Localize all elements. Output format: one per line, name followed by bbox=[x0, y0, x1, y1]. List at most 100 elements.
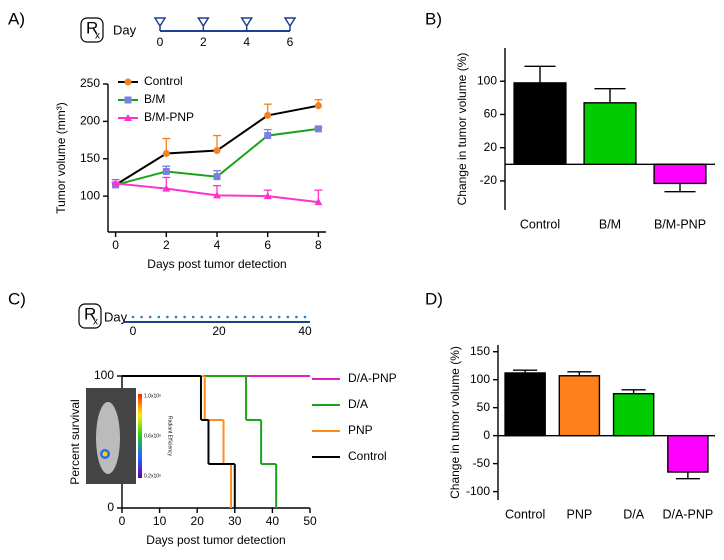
y-axis-label: Change in tumor volume (%) bbox=[448, 346, 462, 499]
dose-marker bbox=[148, 315, 152, 319]
legend-label: Control bbox=[144, 74, 183, 88]
x-tick-label: 8 bbox=[315, 238, 322, 252]
x-tick-label: B/M bbox=[599, 217, 621, 231]
x-tick-label: Control bbox=[505, 507, 545, 521]
x-tick-label: 4 bbox=[214, 238, 221, 252]
y-axis-label: Tumor volume (mm³) bbox=[54, 102, 68, 214]
inset-title: Radiant Efficiency bbox=[167, 416, 173, 456]
dose-marker bbox=[183, 315, 186, 319]
dose-marker bbox=[217, 315, 221, 319]
dose-marker bbox=[153, 17, 167, 28]
dose-marker bbox=[131, 315, 135, 319]
dose-marker bbox=[269, 315, 272, 319]
marker bbox=[162, 167, 170, 175]
rx-subscript: x bbox=[95, 31, 100, 42]
y-tick-label: 100 bbox=[470, 372, 490, 386]
legend-label: B/M-PNP bbox=[144, 110, 194, 124]
rx-subscript: x bbox=[93, 317, 98, 328]
dose-marker bbox=[295, 315, 298, 319]
legend-label: Control bbox=[348, 449, 387, 463]
y-tick-label: 150 bbox=[470, 344, 490, 358]
y-tick-label: -50 bbox=[473, 456, 491, 470]
legend-marker bbox=[124, 96, 132, 104]
legend-marker bbox=[124, 114, 132, 121]
inset-colorbar bbox=[138, 394, 142, 478]
panel-label: A) bbox=[8, 9, 25, 28]
rx-box bbox=[78, 303, 102, 329]
dose-marker bbox=[196, 17, 210, 28]
x-tick-label: 0 bbox=[119, 514, 126, 528]
bar bbox=[653, 163, 707, 185]
bar bbox=[513, 82, 567, 166]
legend-label: PNP bbox=[348, 423, 373, 437]
schedule-tick-label: 40 bbox=[298, 324, 312, 338]
marker bbox=[213, 191, 221, 199]
inset-signal-core bbox=[102, 451, 108, 457]
dose-marker bbox=[240, 17, 254, 28]
marker bbox=[314, 102, 322, 110]
panel-label: B) bbox=[425, 9, 442, 28]
y-tick-label: 0 bbox=[483, 428, 490, 442]
x-tick-label: 30 bbox=[228, 514, 242, 528]
dose-marker bbox=[174, 315, 178, 319]
dose-marker bbox=[283, 17, 297, 28]
bar bbox=[583, 102, 637, 166]
dose-marker bbox=[166, 315, 169, 319]
legend-label: D/A-PNP bbox=[348, 371, 397, 385]
inset-label: 0.2x10⁸ bbox=[144, 473, 161, 479]
schedule-label: Day bbox=[104, 309, 128, 324]
y-tick-label: 100 bbox=[80, 188, 100, 202]
inset-label: 1.0x10⁸ bbox=[144, 393, 161, 399]
bar bbox=[612, 392, 655, 437]
schedule-tick-label: 6 bbox=[287, 35, 294, 49]
dose-marker bbox=[252, 315, 255, 319]
inset-mouse bbox=[96, 402, 120, 474]
marker bbox=[213, 147, 221, 155]
y-tick-label: 50 bbox=[477, 400, 491, 414]
y-tick-label: 200 bbox=[80, 114, 100, 128]
y-tick-label: 0 bbox=[107, 500, 114, 514]
x-tick-label: 0 bbox=[112, 238, 119, 252]
x-tick-label: 50 bbox=[303, 514, 317, 528]
marker bbox=[162, 150, 170, 158]
schedule-tick-label: 2 bbox=[200, 35, 207, 49]
x-tick-label: 10 bbox=[153, 514, 167, 528]
dose-marker bbox=[234, 315, 238, 319]
dose-marker bbox=[140, 315, 143, 319]
x-tick-label: 6 bbox=[264, 238, 271, 252]
legend-label: B/M bbox=[144, 92, 165, 106]
bar bbox=[558, 375, 601, 437]
y-tick-label: 150 bbox=[80, 151, 100, 165]
dose-marker bbox=[209, 315, 212, 319]
marker bbox=[264, 132, 272, 140]
marker bbox=[263, 192, 272, 200]
y-tick-label: -100 bbox=[466, 484, 490, 498]
marker bbox=[162, 184, 171, 192]
x-tick-label: 40 bbox=[266, 514, 280, 528]
x-tick-label: Control bbox=[520, 217, 560, 231]
x-tick-label: 20 bbox=[191, 514, 205, 528]
schedule-tick-label: 20 bbox=[212, 324, 226, 338]
x-axis-label: Days post tumor detection bbox=[146, 533, 285, 547]
x-tick-label: D/A bbox=[623, 507, 645, 521]
x-axis-label: Days post tumor detection bbox=[147, 257, 286, 271]
panel-label: C) bbox=[8, 289, 26, 308]
y-tick-label: 250 bbox=[80, 76, 100, 90]
rx-symbol: R bbox=[86, 18, 98, 37]
legend-label: D/A bbox=[348, 397, 368, 411]
panel-label: D) bbox=[425, 289, 443, 308]
x-tick-label: B/M-PNP bbox=[654, 217, 706, 231]
dose-marker bbox=[191, 315, 195, 319]
dose-marker bbox=[200, 315, 204, 319]
dose-marker bbox=[157, 315, 161, 319]
bar bbox=[667, 434, 709, 473]
marker bbox=[314, 198, 323, 206]
dose-marker bbox=[277, 315, 281, 319]
x-tick-label: 2 bbox=[163, 238, 170, 252]
dose-marker bbox=[243, 315, 247, 319]
y-tick-label: 20 bbox=[484, 140, 498, 154]
rx-symbol: R bbox=[84, 304, 96, 323]
dose-marker bbox=[226, 315, 229, 319]
y-tick-label: -20 bbox=[480, 173, 498, 187]
